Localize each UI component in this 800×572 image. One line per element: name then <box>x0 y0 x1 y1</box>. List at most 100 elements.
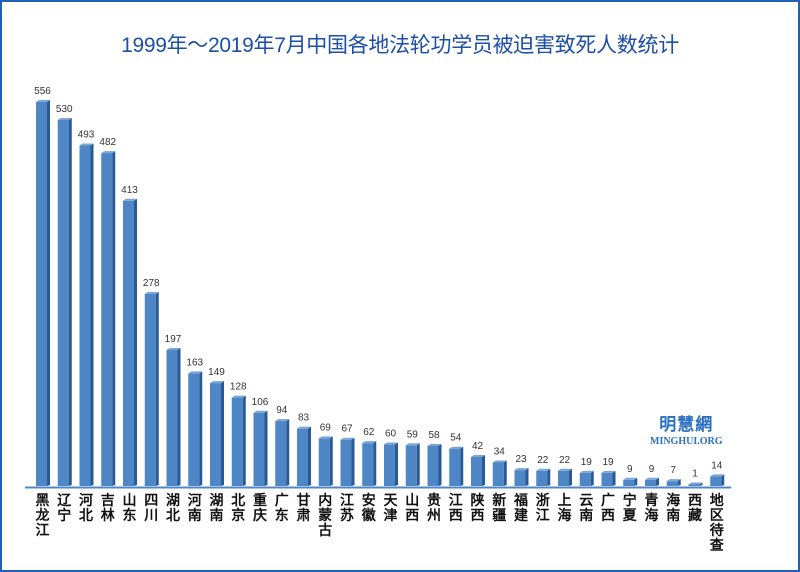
bar-side <box>547 468 551 486</box>
bar <box>449 446 464 486</box>
data-label: 149 <box>208 367 225 378</box>
category-label: 浙江 <box>535 493 550 524</box>
bar-front <box>449 448 461 486</box>
bar <box>579 470 594 486</box>
bar-top <box>492 460 507 463</box>
bar-side <box>416 443 420 486</box>
bar-front <box>318 438 330 486</box>
logo-chinese-text: 明慧網 <box>659 415 714 435</box>
category-label: 黑龙江 <box>35 493 50 539</box>
category-label: 青海 <box>644 493 659 524</box>
bar <box>210 381 224 486</box>
bar-front <box>471 456 482 486</box>
bar-top <box>36 100 50 102</box>
bar <box>123 198 137 487</box>
bar-side <box>68 117 72 486</box>
bar-top <box>471 454 485 457</box>
data-label: 493 <box>78 130 95 141</box>
bar-front <box>405 445 417 486</box>
bar-front <box>384 444 395 486</box>
chart-title: 1999年～2019年7月中国各地法轮功学员被迫害致死人数统计 <box>121 34 679 57</box>
bar-top <box>318 436 333 439</box>
category-label: 河南 <box>187 493 202 524</box>
data-label: 413 <box>121 185 138 196</box>
bar <box>144 292 159 486</box>
bar-front <box>36 102 47 486</box>
data-label: 22 <box>537 455 549 466</box>
bar-side <box>286 419 290 486</box>
bar <box>57 117 72 486</box>
bar-side <box>373 441 377 486</box>
category-label: 湖南 <box>209 493 224 524</box>
bar-side <box>590 470 594 486</box>
bar <box>166 347 181 486</box>
category-label: 宁夏 <box>622 493 637 524</box>
bar-side <box>329 436 333 486</box>
category-label: 地区待查 <box>709 493 724 554</box>
category-label: 河北 <box>79 493 93 524</box>
data-label: 556 <box>34 86 51 97</box>
bar-front <box>710 476 722 486</box>
bar <box>514 468 529 486</box>
bar <box>471 454 485 486</box>
bar-top <box>144 292 159 294</box>
bar <box>362 441 377 486</box>
data-label: 58 <box>428 430 440 441</box>
data-label: 1 <box>692 469 698 480</box>
bar-top <box>427 443 442 446</box>
bar-top <box>536 468 551 471</box>
data-label: 34 <box>494 447 506 458</box>
category-label: 西藏 <box>688 493 702 524</box>
bar-side <box>721 474 725 486</box>
bar-top <box>601 470 616 473</box>
data-label: 67 <box>341 424 353 435</box>
bar-side <box>177 347 181 486</box>
bar <box>710 474 725 486</box>
bar-side <box>395 442 398 486</box>
bar-front <box>688 484 700 486</box>
data-label: 42 <box>472 441 484 452</box>
bar-top <box>253 410 268 413</box>
bar-side <box>242 395 246 486</box>
bar-side <box>699 482 703 486</box>
category-label: 上海 <box>557 493 572 524</box>
bar-front <box>297 428 308 486</box>
bar <box>188 371 203 486</box>
bar-top <box>558 468 572 471</box>
bar-top <box>405 443 420 446</box>
category-label: 四川 <box>144 493 159 524</box>
category-label: 海南 <box>666 493 681 524</box>
bar-side <box>438 443 442 486</box>
bar-side <box>503 460 507 486</box>
bar-front <box>362 443 374 486</box>
bar-front <box>166 349 178 486</box>
bar-side <box>656 477 659 486</box>
bar-top <box>166 347 181 350</box>
bar-front <box>123 200 134 487</box>
bar-side <box>525 468 529 486</box>
bar-front <box>275 421 287 486</box>
bar-top <box>57 117 72 120</box>
data-label: 22 <box>559 455 571 466</box>
data-label: 83 <box>298 413 310 424</box>
category-label: 吉林 <box>100 493 115 524</box>
category-label: 陕西 <box>470 493 485 524</box>
bar-top <box>231 395 246 398</box>
bar-side <box>677 479 681 486</box>
category-label: 新疆 <box>492 493 507 524</box>
bar-front <box>645 479 656 486</box>
bar-front <box>79 145 91 486</box>
bar <box>623 477 638 486</box>
bar <box>101 151 116 486</box>
bar-front <box>231 397 243 486</box>
bar-front <box>253 412 265 486</box>
data-label: 530 <box>56 104 73 115</box>
bar-side <box>308 426 311 486</box>
bar-top <box>449 446 464 449</box>
bar <box>601 470 616 486</box>
bar-top <box>384 442 398 445</box>
data-label: 14 <box>711 460 723 471</box>
data-label: 9 <box>649 464 655 475</box>
